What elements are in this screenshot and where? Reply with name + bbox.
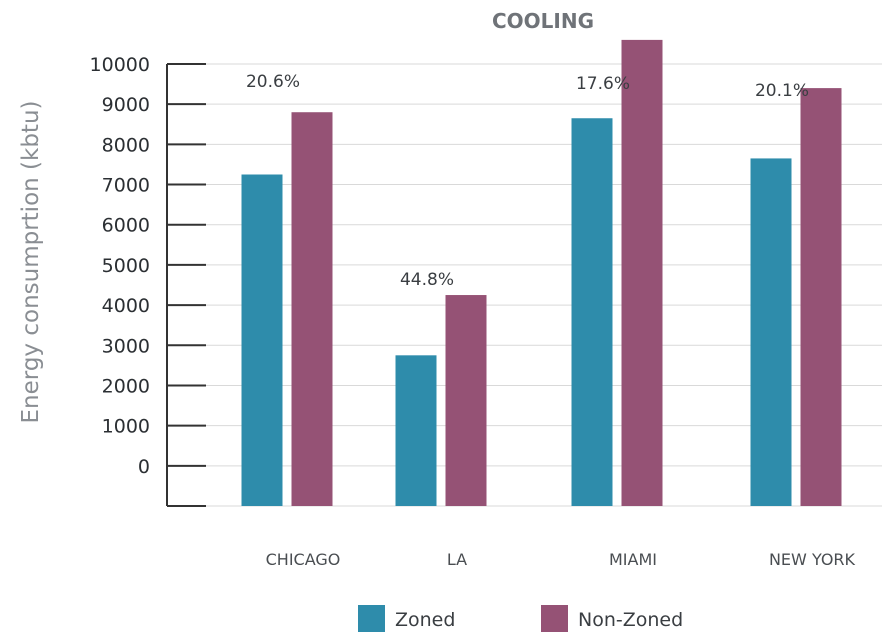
y-tick-label: 2000: [102, 375, 150, 397]
x-tick-labels: CHICAGO LA MIAMI NEW YORK: [266, 550, 856, 569]
y-tick-label: 7000: [102, 175, 150, 197]
x-tick-label: LA: [447, 550, 467, 569]
y-axis-label: Energy consumprtion (kbtu): [18, 101, 44, 424]
y-tick-label: 9000: [102, 94, 150, 116]
legend-label: Non-Zoned: [578, 609, 683, 631]
bars: [241, 39, 842, 507]
legend-swatch: [358, 605, 385, 632]
bar-annotations: 20.6% 44.8% 17.6% 20.1%: [246, 72, 809, 290]
x-tick-label: MIAMI: [609, 550, 657, 569]
bar-non-zoned-la: [445, 295, 487, 506]
y-tick-label: 10000: [90, 54, 150, 76]
y-tick-label: 0: [138, 456, 150, 478]
x-tick-label: CHICAGO: [266, 550, 341, 569]
y-tick-label: 8000: [102, 134, 150, 156]
bar-zoned-new-york: [750, 158, 792, 506]
bar-non-zoned-miami: [621, 39, 663, 507]
bar-annotation: 44.8%: [400, 270, 454, 290]
bar-zoned-miami: [571, 118, 613, 506]
bar-zoned-la: [395, 355, 437, 506]
x-tick-label: NEW YORK: [769, 550, 856, 569]
bar-annotation: 20.1%: [755, 81, 809, 101]
legend-label: Zoned: [395, 609, 455, 631]
bar-non-zoned-new-york: [800, 88, 842, 506]
y-tick-label: 3000: [102, 335, 150, 357]
y-tick-label: 5000: [102, 255, 150, 277]
bar-annotation: 20.6%: [246, 72, 300, 92]
y-tick-label: 4000: [102, 295, 150, 317]
chart-title: COOLING: [492, 9, 594, 33]
y-tick-label: 6000: [102, 215, 150, 237]
bar-non-zoned-chicago: [291, 112, 333, 506]
legend: Zoned Non-Zoned: [358, 605, 683, 632]
bar-zoned-chicago: [241, 174, 283, 506]
legend-swatch: [541, 605, 568, 632]
y-tick-labels: 0 1000 2000 3000 4000 5000 6000 7000 8000 9000 100…: [90, 54, 150, 478]
bar-annotation: 17.6%: [576, 74, 630, 94]
y-tick-label: 1000: [102, 416, 150, 438]
